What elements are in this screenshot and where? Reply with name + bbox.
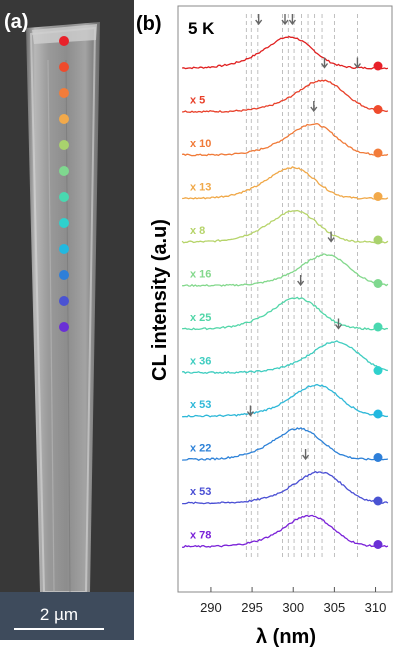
peak-arrow [302, 449, 310, 461]
peak-arrow [310, 101, 318, 113]
color-key-dots [373, 61, 383, 549]
color-key-dot [373, 322, 383, 332]
color-key-dot [373, 366, 383, 375]
scaling-factor-label: x 53 [190, 486, 211, 498]
color-key-dot [373, 61, 383, 71]
color-key-dot [373, 540, 383, 549]
measurement-dot [59, 140, 69, 150]
color-key-dot [373, 409, 383, 419]
peak-arrow [255, 14, 263, 26]
color-key-dot [373, 105, 383, 114]
spectrum-line [182, 296, 388, 331]
scaling-factor-label: x 25 [190, 312, 211, 324]
scaling-factors: x 5 x 10 x 13 x 8 x 16 x 25 x 36 x 53 x 22 x 53 x … [190, 95, 211, 542]
spectrum-line [182, 79, 389, 114]
peak-arrow [327, 231, 335, 243]
peak-arrow [246, 405, 254, 417]
x-axis-ticks: 290 295 300 305 310 [200, 587, 386, 615]
color-key-dot [373, 192, 383, 201]
panel-b-label: (b) [136, 13, 162, 35]
measurement-dot [59, 62, 69, 72]
spectrum-line [182, 470, 389, 505]
measurement-dot [59, 296, 69, 306]
color-key-dot [373, 235, 383, 245]
measurement-dot [59, 166, 69, 176]
measurement-dot [59, 218, 69, 228]
x-tick-label: 290 [200, 600, 222, 615]
scaling-factor-label: x 13 [190, 182, 211, 194]
color-key-dot [373, 496, 383, 506]
scaling-factor-label: x 16 [190, 269, 211, 281]
measurement-dot [59, 114, 69, 124]
scaling-factor-label: x 5 [190, 95, 205, 107]
scaling-factor-label: x 53 [190, 399, 211, 411]
temperature-label: 5 K [188, 19, 215, 38]
panel-a-label: (a) [4, 11, 28, 33]
measurement-dot [59, 88, 69, 98]
spectra-curves [181, 35, 389, 548]
x-tick-label: 310 [365, 600, 387, 615]
measurement-dot [59, 192, 69, 202]
spectrum-line [182, 514, 389, 548]
x-tick-label: 295 [241, 600, 263, 615]
peak-arrow [353, 57, 361, 69]
y-axis-label: CL intensity (a.u) [149, 219, 171, 381]
peak-arrows [246, 14, 361, 461]
peak-arrow [288, 14, 296, 26]
peak-arrow [334, 318, 343, 330]
measurement-dot [59, 244, 69, 254]
spectrum-line [182, 427, 389, 461]
peak-arrow [320, 57, 329, 69]
scaling-factor-label: x 78 [190, 530, 211, 542]
measurement-points [59, 36, 69, 332]
x-tick-label: 300 [282, 600, 304, 615]
spectrum-line [182, 340, 389, 375]
scale-bar-box [0, 592, 134, 640]
peak-arrow [281, 14, 289, 26]
sem-image-panel: 2 µm (a) [0, 0, 134, 657]
color-key-dot [373, 453, 383, 462]
measurement-dot [59, 36, 69, 46]
spectrum-line [182, 383, 388, 418]
scaling-factor-label: x 8 [190, 225, 205, 237]
nanowire [26, 22, 100, 592]
spectrum-line [182, 123, 389, 157]
scaling-factor-label: x 36 [190, 356, 211, 368]
cl-spectra-chart: x 5 x 10 x 13 x 8 x 16 x 25 x 36 x 53 x 22 x 53 x … [136, 5, 393, 648]
x-tick-label: 305 [324, 600, 346, 615]
color-key-dot [373, 279, 383, 288]
spectrum-line [181, 209, 389, 244]
measurement-dot [59, 270, 69, 280]
x-axis-label: λ (nm) [256, 626, 316, 648]
scaling-factor-label: x 10 [190, 138, 211, 150]
scale-bar-label: 2 µm [40, 605, 78, 624]
peak-arrow [297, 275, 305, 287]
color-key-dot [373, 148, 383, 158]
spectrum-line [182, 35, 389, 70]
plot-frame [177, 5, 393, 593]
spectrum-line [182, 253, 389, 288]
spectrum-line [182, 166, 389, 200]
reference-lines [245, 14, 358, 560]
scaling-factor-label: x 22 [190, 443, 211, 455]
measurement-dot [59, 322, 69, 332]
